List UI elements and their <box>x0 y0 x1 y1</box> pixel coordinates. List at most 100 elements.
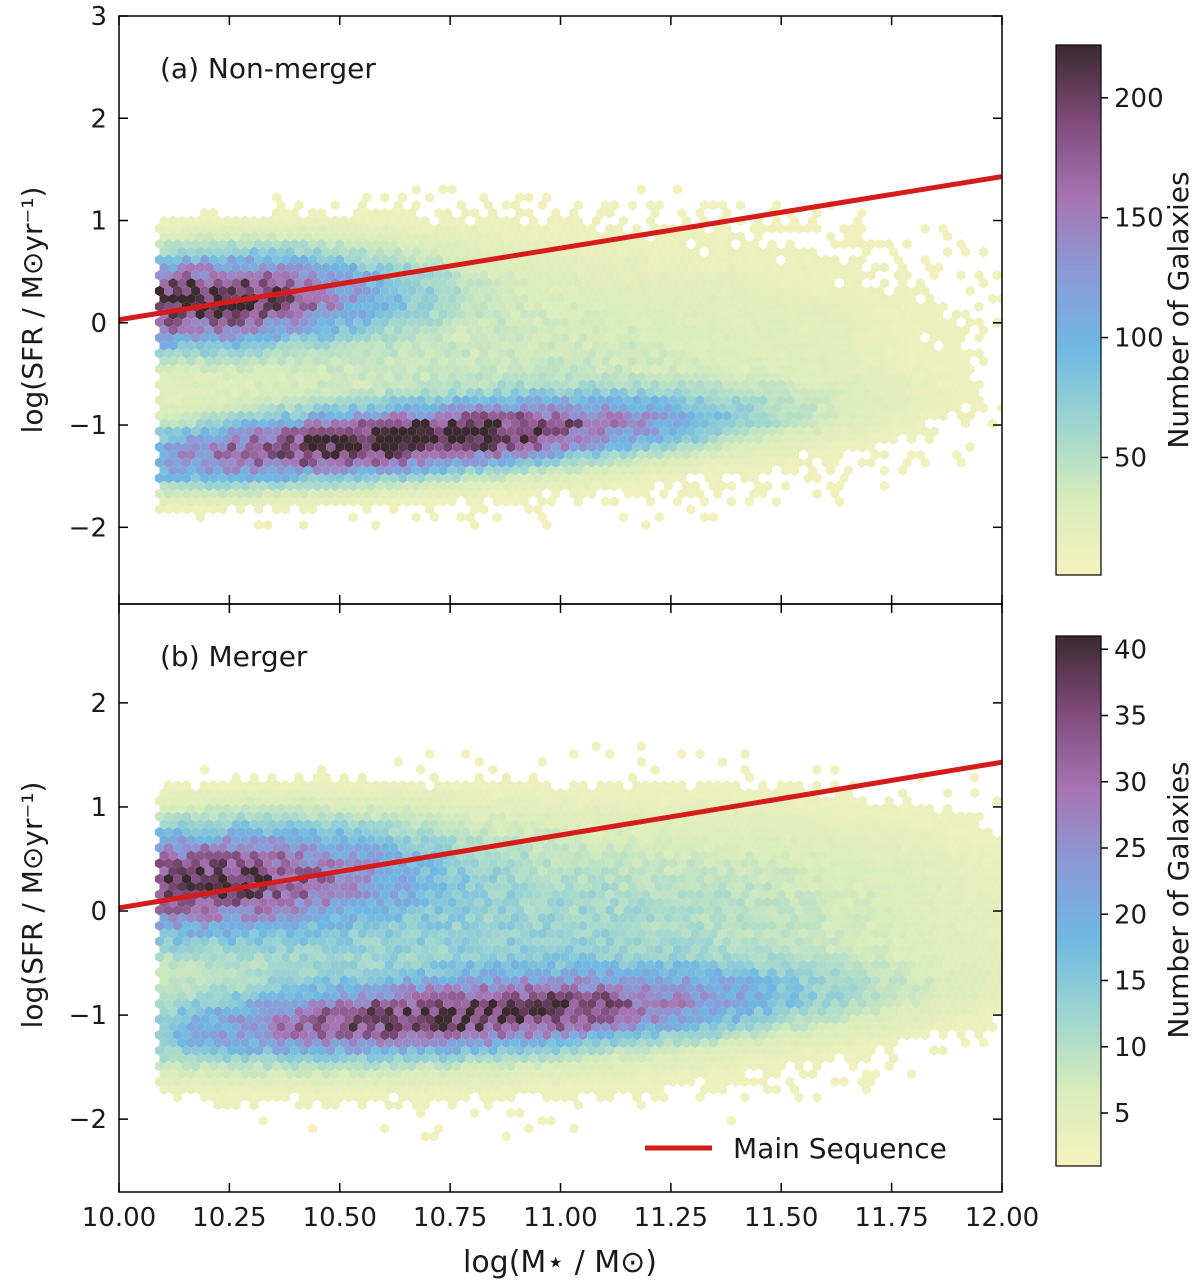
hex-bin <box>209 379 219 390</box>
hex-bin <box>443 858 453 869</box>
hex-bin <box>479 811 489 822</box>
hex-bin <box>605 905 615 916</box>
hex-bin <box>398 348 408 359</box>
hex-bin <box>452 920 462 931</box>
hex-bin <box>402 418 412 429</box>
hex-bin <box>934 850 944 861</box>
hex-bin <box>641 842 651 853</box>
hex-bin <box>470 858 480 869</box>
hex-bin <box>785 395 795 406</box>
hex-bin <box>218 379 228 390</box>
hex-bin <box>182 473 192 484</box>
hex-bin <box>384 246 394 258</box>
hex-bin <box>281 920 291 931</box>
hex-bin <box>663 912 673 924</box>
hex-bin <box>952 866 962 877</box>
hex-bin <box>438 418 448 429</box>
hex-bin <box>344 920 354 931</box>
hex-bin <box>267 772 277 783</box>
hex-bin <box>632 301 642 312</box>
hex-bin <box>560 842 570 853</box>
hex-bin <box>299 348 309 359</box>
hex-bin <box>717 418 727 429</box>
hex-bin <box>560 873 570 885</box>
hex-bin <box>326 842 336 853</box>
hex-bin <box>438 434 448 445</box>
hex-bin <box>848 905 858 916</box>
hex-bin <box>294 293 304 304</box>
hex-bin <box>826 278 835 289</box>
hex-bin <box>380 379 390 390</box>
hex-bin <box>272 410 282 421</box>
hex-bin <box>285 246 295 258</box>
hex-bin <box>515 827 525 838</box>
hex-bin <box>866 270 876 281</box>
hex-bin <box>952 449 962 460</box>
hex-bin <box>614 285 624 297</box>
hex-bin <box>690 449 700 460</box>
hex-bin <box>452 301 462 312</box>
hex-bin <box>222 309 232 320</box>
hex-bin <box>254 889 264 900</box>
hex-bin <box>609 788 619 799</box>
hex-bin <box>479 457 489 468</box>
hex-bin <box>591 803 601 814</box>
hex-bin <box>902 332 912 343</box>
hex-bin <box>344 873 354 885</box>
hex-bin <box>420 928 430 939</box>
hex-bin <box>366 340 376 351</box>
hex-bin <box>659 842 669 853</box>
hex-bin <box>281 795 291 807</box>
hex-bin <box>817 819 826 830</box>
hex-bin <box>254 504 264 515</box>
hex-bin <box>254 301 264 312</box>
hex-bin <box>510 819 520 830</box>
hex-bin <box>830 827 840 838</box>
hex-bin <box>429 834 439 846</box>
hex-bin <box>542 363 552 375</box>
hex-bin <box>285 881 295 892</box>
hex-bin <box>344 379 354 390</box>
hex-bin <box>510 324 520 336</box>
hex-bin <box>249 772 259 783</box>
hex-bin <box>641 379 651 390</box>
hex-bin <box>182 795 192 807</box>
hex-bin <box>537 881 547 892</box>
hex-bin <box>605 780 615 791</box>
hex-bin <box>699 402 709 414</box>
hex-bin <box>735 465 745 476</box>
hex-bin <box>290 795 300 807</box>
hex-bin <box>555 928 565 939</box>
hex-bin <box>857 270 867 281</box>
hex-bin <box>339 418 349 429</box>
hex-bin <box>672 246 682 258</box>
hex-bin <box>159 402 169 414</box>
hex-bin <box>790 881 799 892</box>
hex-bin <box>695 426 705 437</box>
hex-bin <box>934 897 944 908</box>
hex-bin <box>889 402 899 414</box>
hex-bin <box>627 262 637 273</box>
hex-bin <box>339 246 349 258</box>
hex-bin <box>551 457 561 468</box>
hex-bin <box>308 441 318 453</box>
hex-bin <box>533 504 543 515</box>
hex-bin <box>893 379 903 390</box>
hex-bin <box>794 363 804 375</box>
hex-bin <box>893 889 903 900</box>
hex-bin <box>708 866 718 877</box>
hex-bin <box>258 418 268 429</box>
hex-bin <box>483 356 493 367</box>
hex-bin <box>686 379 696 390</box>
hex-bin <box>695 348 705 359</box>
hex-bin <box>817 340 826 351</box>
hex-bin <box>681 371 691 382</box>
hex-bin <box>564 387 574 398</box>
hex-bin <box>182 395 192 406</box>
hex-bin <box>699 324 709 336</box>
hex-bin <box>366 324 376 336</box>
hex-bin <box>560 457 570 468</box>
hex-bin <box>763 418 772 429</box>
hex-bin <box>641 363 651 375</box>
hex-bin <box>285 449 295 460</box>
